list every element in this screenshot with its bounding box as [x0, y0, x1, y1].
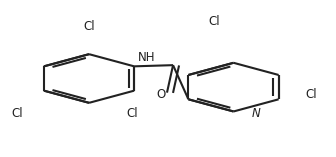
Text: Cl: Cl: [11, 107, 23, 120]
Text: O: O: [157, 88, 166, 101]
Text: Cl: Cl: [209, 15, 220, 28]
Text: N: N: [252, 107, 260, 120]
Text: Cl: Cl: [126, 107, 138, 120]
Text: Cl: Cl: [83, 20, 95, 33]
Text: Cl: Cl: [306, 88, 318, 101]
Text: NH: NH: [137, 51, 155, 64]
